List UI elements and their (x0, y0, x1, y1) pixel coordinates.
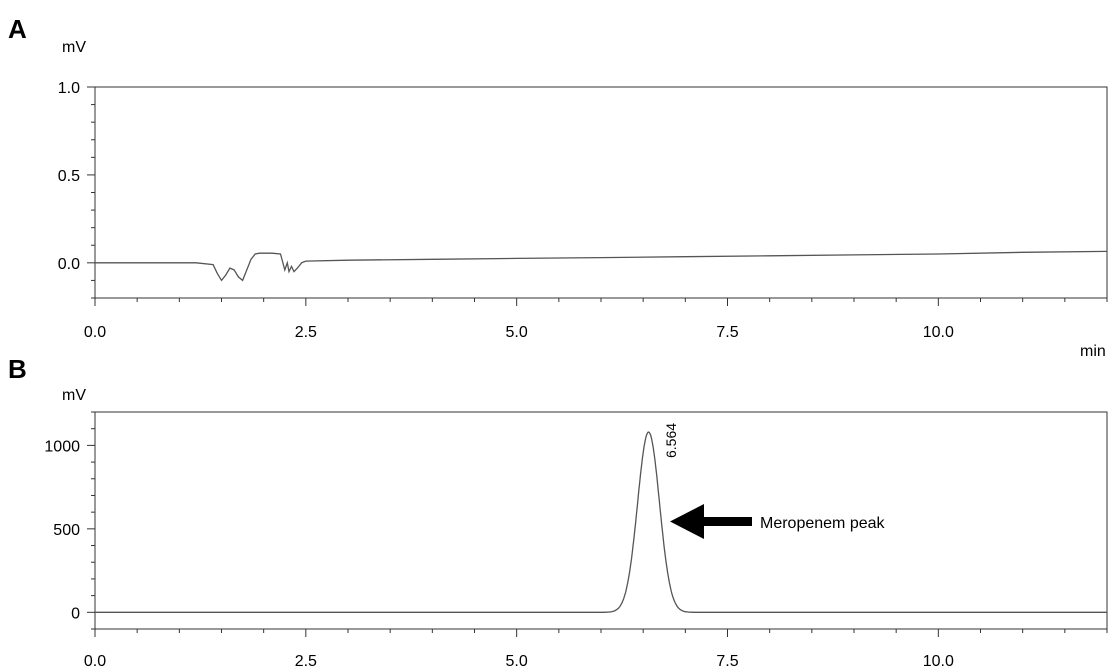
panel-a-x-tick-label: 0.0 (84, 324, 106, 341)
panel-a-x-unit: min (1080, 343, 1106, 360)
panel-b-x-tick-label: 5.0 (506, 653, 528, 669)
meropenem-arrow-icon (670, 504, 752, 539)
panel-b-x-tick-label: 7.5 (716, 653, 738, 669)
panel-a-plot-frame (94, 86, 1108, 299)
panel-a-x-tick-label: 10.0 (923, 324, 954, 341)
meropenem-annotation: Meropenem peak (760, 515, 886, 532)
panel-b-y-unit: mV (62, 387, 86, 404)
panel-a-y-tick-label: 0.0 (58, 256, 80, 273)
panel-b-x-tick-label: 0.0 (84, 653, 106, 669)
chart-marks: 0.0 2.5 5.0 7.5 10.0 0.0 0.5 1.0 0.0 2.5 5.0 7.5 10.… (44, 80, 1108, 669)
panel-a-x-tick-label: 2.5 (295, 324, 317, 341)
panel-a-x-tick-label: 7.5 (716, 324, 738, 341)
panel-a-series-line (95, 250, 1108, 282)
panel-b-y-tick-label: 1000 (44, 438, 80, 455)
peak-retention-label: 6.564 (663, 423, 679, 458)
panel-b-y-tick-label: 0 (71, 605, 80, 622)
panel-a-y-tick-label: 0.5 (58, 168, 80, 185)
panel-a-letter: A (8, 14, 27, 44)
panel-a-y-unit: mV (62, 39, 86, 56)
panel-a-y-tick-label: 1.0 (58, 80, 80, 97)
panel-b: B mV Meropenem peak 6.564 (8, 354, 1108, 630)
panel-b-letter: B (8, 354, 27, 384)
panel-b-series-line (95, 431, 1107, 613)
panel-b-x-tick-label: 10.0 (923, 653, 954, 669)
panel-b-plot-frame (94, 411, 1108, 630)
panel-b-x-tick-label: 2.5 (295, 653, 317, 669)
panel-b-y-tick-label: 500 (53, 522, 80, 539)
panel-a-x-tick-label: 5.0 (506, 324, 528, 341)
panel-a: A mV min (8, 14, 1108, 360)
